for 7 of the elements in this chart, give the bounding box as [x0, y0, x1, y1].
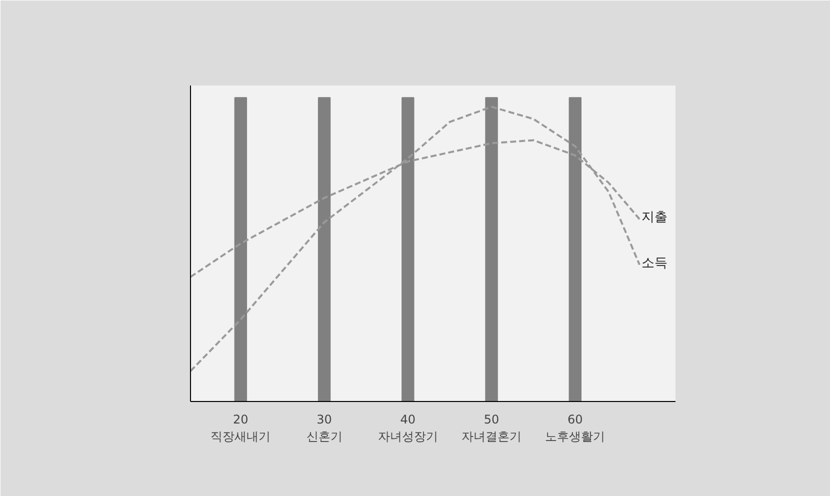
- x-tick-label: 40 자녀성장기: [378, 412, 438, 444]
- series-label: 소득: [642, 256, 668, 271]
- series-label: 지출: [642, 210, 668, 226]
- x-tick-label: 60 노후생활기: [545, 412, 606, 444]
- x-tick-label: 20 직장새내기: [210, 412, 271, 444]
- x-tick-label: 30 신혼기: [306, 412, 342, 444]
- x-tick-label: 50 자녀결혼기: [462, 412, 522, 444]
